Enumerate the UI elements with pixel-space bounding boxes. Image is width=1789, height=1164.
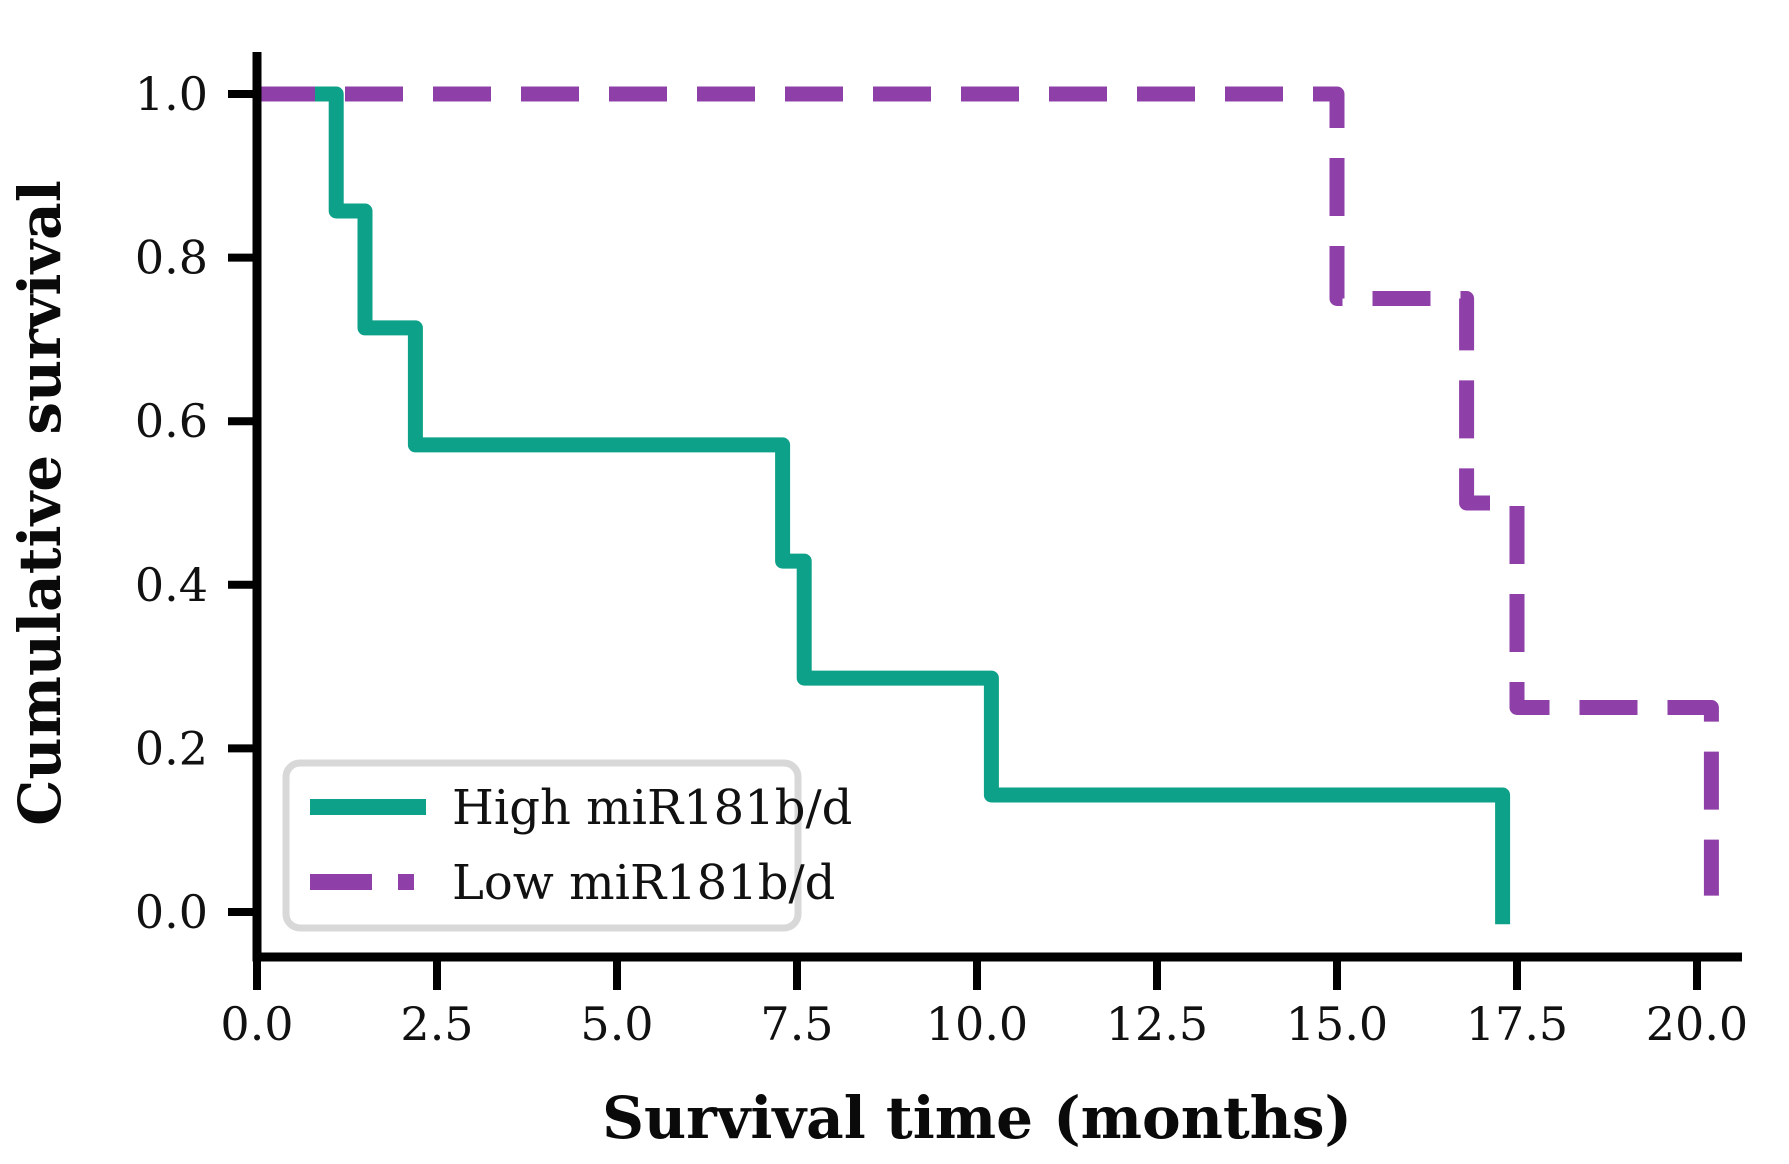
legend: High miR181b/d Low miR181b/d xyxy=(282,759,852,932)
x-tick-label: 2.5 xyxy=(400,997,473,1051)
y-tick-label: 0.8 xyxy=(135,231,208,285)
y-tick-label: 0.0 xyxy=(135,885,208,939)
x-tick-label: 0.0 xyxy=(220,997,293,1051)
x-tick-label: 10.0 xyxy=(926,997,1028,1051)
y-axis-title: Cumulative survival xyxy=(6,180,74,826)
y-tick-label: 0.6 xyxy=(135,394,208,448)
curves-layer xyxy=(257,86,1719,925)
x-axis-title: Survival time (months) xyxy=(602,1084,1352,1152)
x-tick-label: 12.5 xyxy=(1106,997,1208,1051)
y-tick-label: 1.0 xyxy=(135,67,208,121)
x-tick-label: 15.0 xyxy=(1286,997,1388,1051)
y-tick-label: 0.4 xyxy=(135,558,208,612)
axes-layer: 0.0 2.5 5.0 7.5 10.0 12.5 15.0 17.5 20.0 0.0 0.2 0.… xyxy=(135,52,1748,1051)
x-tick-label: 17.5 xyxy=(1466,997,1568,1051)
x-tick-label: 7.5 xyxy=(760,997,833,1051)
survival-curve-low-mir181bd xyxy=(257,86,1719,896)
legend-label-high: High miR181b/d xyxy=(452,780,852,836)
x-tick-label: 20.0 xyxy=(1646,997,1748,1051)
x-tick-label: 5.0 xyxy=(580,997,653,1051)
y-tick-label: 0.2 xyxy=(135,721,208,775)
survival-curve-high-mir181bd xyxy=(257,86,1511,925)
legend-label-low: Low miR181b/d xyxy=(452,855,835,911)
